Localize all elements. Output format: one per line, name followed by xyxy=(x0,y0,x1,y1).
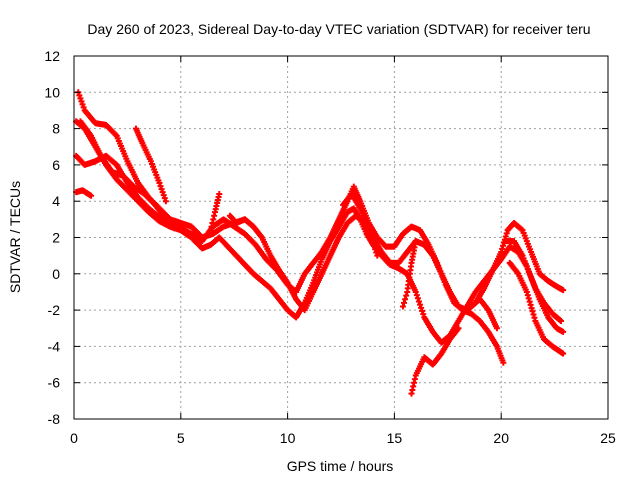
data-point xyxy=(412,288,419,295)
data-point xyxy=(493,325,500,332)
data-point xyxy=(415,298,422,305)
data-point xyxy=(78,98,85,105)
series-trace-13 xyxy=(340,190,381,259)
y-axis: -8 -6 -4 -2 0 2 4 6 8 10 12 xyxy=(44,48,608,427)
data-point xyxy=(171,225,178,232)
data-point xyxy=(156,180,163,187)
data-point xyxy=(560,328,567,335)
data-point xyxy=(560,287,567,294)
series-trace-10 xyxy=(502,238,567,335)
data-point xyxy=(404,288,411,295)
data-point xyxy=(401,299,408,306)
series-trace-6 xyxy=(207,190,223,234)
data-point xyxy=(419,308,426,315)
data-point xyxy=(157,183,164,190)
y-tick-label: 2 xyxy=(52,230,60,246)
y-tick-label: -6 xyxy=(48,375,61,391)
data-point xyxy=(368,236,375,243)
data-point xyxy=(365,227,372,234)
data-point xyxy=(88,192,95,199)
data-point xyxy=(370,239,377,246)
data-point xyxy=(560,350,567,357)
data-point xyxy=(79,101,86,108)
data-point xyxy=(76,92,83,99)
data-point xyxy=(500,359,507,366)
series-trace-3 xyxy=(75,89,567,314)
series-trace-14 xyxy=(468,296,500,332)
data-point xyxy=(399,303,406,310)
x-tick-label: 5 xyxy=(177,430,185,446)
x-axis: 0 5 10 15 20 25 xyxy=(70,56,616,446)
y-tick-label: 6 xyxy=(52,157,60,173)
x-tick-label: 15 xyxy=(387,430,403,446)
data-point xyxy=(414,295,421,302)
y-tick-label: -2 xyxy=(48,302,61,318)
series-trace-11 xyxy=(506,259,567,357)
y-axis-label: SDTVAR / TECUs xyxy=(7,181,23,293)
data-point xyxy=(226,212,233,219)
series-trace-7 xyxy=(226,212,248,226)
data-point xyxy=(158,186,165,193)
data-point xyxy=(372,246,379,253)
data-point xyxy=(374,252,381,259)
y-tick-label: -4 xyxy=(48,338,61,354)
data-point xyxy=(160,192,167,199)
data-point xyxy=(216,190,223,197)
data-point xyxy=(159,189,166,196)
data-point xyxy=(417,301,424,308)
data-point xyxy=(367,233,374,240)
data-point xyxy=(161,195,168,202)
data-point xyxy=(455,325,462,332)
y-tick-label: 8 xyxy=(52,121,60,137)
data-point xyxy=(80,104,87,111)
data-series xyxy=(73,89,567,397)
series-trace-5 xyxy=(132,125,169,205)
y-tick-label: 4 xyxy=(52,193,60,209)
x-tick-label: 10 xyxy=(280,430,296,446)
x-tick-label: 25 xyxy=(600,430,616,446)
data-point xyxy=(418,304,425,311)
series-trace-12 xyxy=(77,118,178,232)
series-trace-9 xyxy=(399,238,419,310)
data-point xyxy=(558,317,565,324)
data-point xyxy=(162,198,169,205)
y-tick-label: 12 xyxy=(44,48,60,64)
data-point xyxy=(373,249,380,256)
data-point xyxy=(413,292,420,299)
x-tick-label: 0 xyxy=(70,430,78,446)
data-point xyxy=(77,95,84,102)
chart-title: Day 260 of 2023, Sidereal Day-to-day VTE… xyxy=(87,21,590,37)
data-point xyxy=(403,292,410,299)
series-trace-4 xyxy=(73,187,95,199)
data-point xyxy=(402,296,409,303)
y-tick-label: -8 xyxy=(48,411,61,427)
series-trace-8 xyxy=(408,325,462,397)
data-point xyxy=(371,243,378,250)
data-point xyxy=(420,311,427,318)
x-tick-label: 20 xyxy=(493,430,509,446)
y-tick-label: 0 xyxy=(52,266,60,282)
x-axis-label: GPS time / hours xyxy=(287,458,394,474)
data-point xyxy=(366,230,373,237)
y-tick-label: 10 xyxy=(44,84,60,100)
